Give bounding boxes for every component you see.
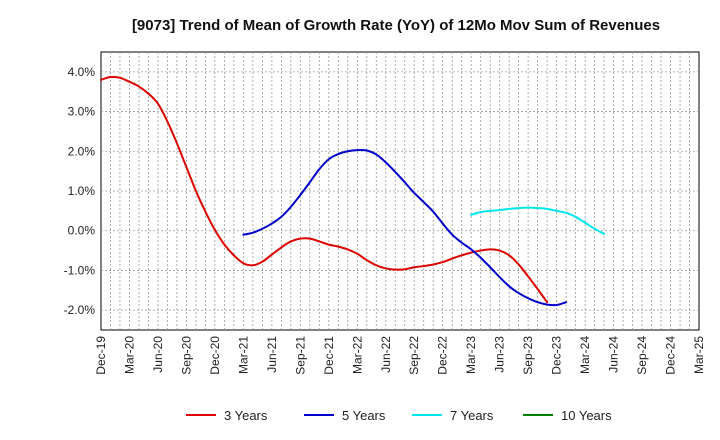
x-tick-label: Dec-23: [550, 336, 564, 375]
x-tick-label: Mar-25: [692, 336, 706, 374]
x-tick-label: Jun-20: [151, 336, 165, 373]
x-tick-label: Mar-23: [464, 336, 478, 374]
x-tick-label: Jun-23: [493, 336, 507, 373]
y-axis: 4.0% 3.0% 2.0% 1.0% 0.0% -1.0% -2.0%: [64, 65, 96, 317]
y-tick-label: 0.0%: [68, 224, 96, 238]
legend-label-3-years: 3 Years: [224, 408, 268, 423]
x-tick-label: Dec-24: [664, 336, 678, 375]
y-tick-label: 2.0%: [68, 144, 96, 158]
x-tick-label: Dec-22: [436, 336, 450, 375]
x-tick-label: Sep-23: [521, 336, 535, 375]
x-tick-label: Sep-20: [179, 336, 193, 375]
x-tick-label: Jun-21: [265, 336, 279, 373]
x-tick-label: Jun-22: [379, 336, 393, 373]
y-tick-label: 4.0%: [68, 65, 96, 79]
y-tick-label: -1.0%: [64, 263, 96, 277]
x-tick-label: Mar-24: [578, 336, 592, 374]
x-tick-label: Mar-21: [236, 336, 250, 374]
series-lines: [100, 75, 606, 307]
plot-area: [100, 51, 700, 331]
y-tick-label: -2.0%: [64, 303, 96, 317]
legend: 3 Years 5 Years 7 Years 10 Years: [186, 408, 612, 423]
x-tick-label: Dec-21: [322, 336, 336, 375]
legend-label-7-years: 7 Years: [450, 408, 494, 423]
x-tick-label: Sep-21: [293, 336, 307, 375]
x-tick-label: Mar-22: [350, 336, 364, 374]
x-tick-label: Sep-24: [635, 336, 649, 375]
x-tick-label: Dec-20: [208, 336, 222, 375]
series-line-3-years: [100, 75, 549, 304]
chart-title: [9073] Trend of Mean of Growth Rate (YoY…: [132, 17, 660, 34]
x-tick-label: Dec-19: [94, 336, 108, 375]
y-tick-label: 1.0%: [68, 184, 96, 198]
series-line-7-years: [470, 206, 606, 235]
series-line-5-years: [242, 148, 568, 307]
y-tick-label: 3.0%: [68, 105, 96, 119]
legend-label-5-years: 5 Years: [342, 408, 386, 423]
legend-label-10-years: 10 Years: [561, 408, 612, 423]
x-tick-label: Mar-20: [122, 336, 136, 374]
x-tick-label: Jun-24: [607, 336, 621, 373]
x-tick-label: Sep-22: [407, 336, 421, 375]
x-axis: Dec-19 Mar-20 Jun-20 Sep-20 Dec-20 Mar-21 Jun-…: [94, 336, 706, 375]
